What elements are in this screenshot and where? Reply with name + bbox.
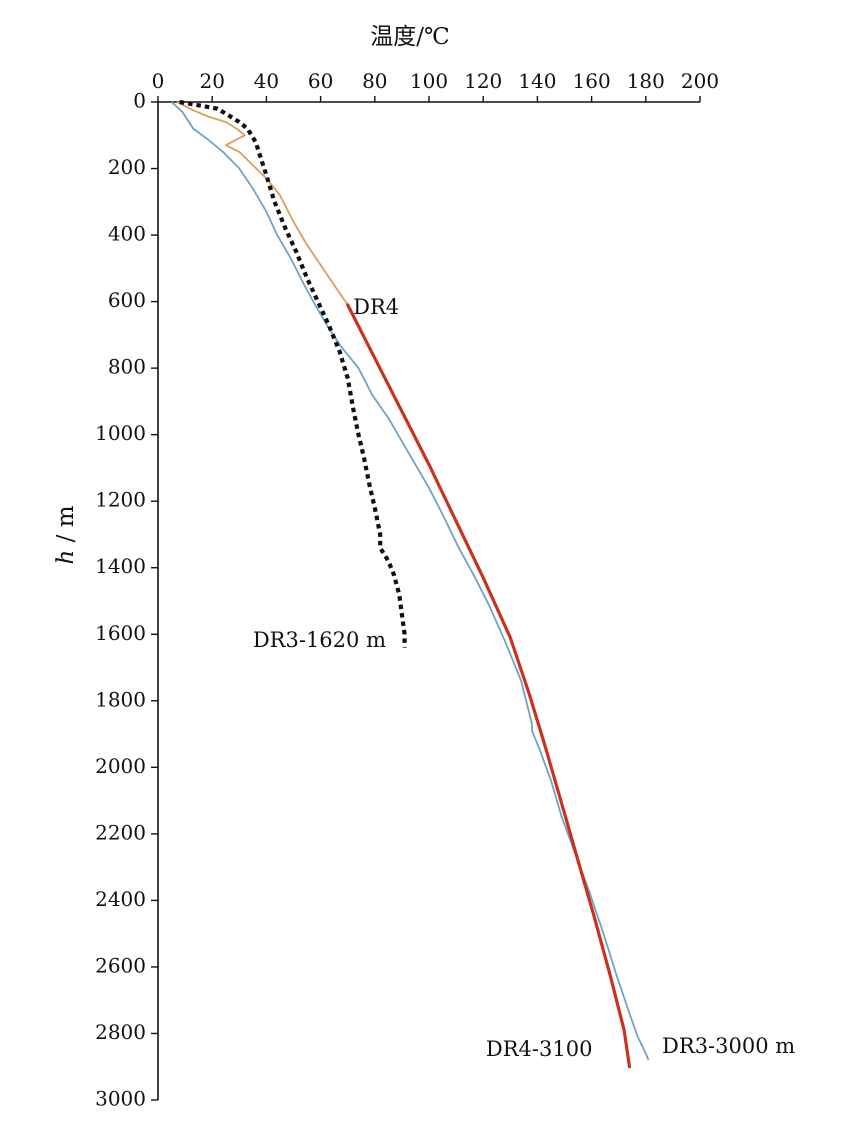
y-tick-label-2000: 2000	[95, 754, 146, 778]
y-tick-label-1200: 1200	[95, 488, 146, 512]
y-tick-label-1000: 1000	[95, 421, 146, 445]
x-tick-label-120: 120	[464, 69, 502, 93]
y-axis-title-symbol: h	[53, 550, 79, 565]
y-tick-label-0: 0	[133, 89, 146, 113]
x-tick-label-200: 200	[681, 69, 719, 93]
x-tick-label-180: 180	[627, 69, 665, 93]
series-layer	[170, 99, 650, 1069]
series-line-dr3-3000	[170, 101, 650, 1061]
y-tick-label-600: 600	[108, 288, 146, 312]
y-tick-label-2600: 2600	[95, 953, 146, 977]
y-tick-label-2200: 2200	[95, 820, 146, 844]
x-tick-label-0: 0	[152, 69, 165, 93]
y-axis-title: h / m	[53, 505, 79, 564]
y-tick-label-400: 400	[108, 222, 146, 246]
annotations: DR4 DR3-1620 m DR4-3100 DR3-3000 m	[253, 295, 795, 1061]
series-line-dr3-1620	[179, 99, 407, 648]
annotation-dr4-3100: DR4-3100	[486, 1037, 593, 1061]
y-tick-label-1400: 1400	[95, 554, 146, 578]
y-tick-label-2400: 2400	[95, 887, 146, 911]
x-tick-label-60: 60	[308, 69, 333, 93]
y-tick-label-1800: 1800	[95, 687, 146, 711]
x-axis-ticks: 0 20 40 60 80 100 120 140 160 180 200	[152, 69, 719, 102]
y-tick-label-200: 200	[108, 155, 146, 179]
x-tick-label-140: 140	[518, 69, 556, 93]
x-axis-title: 温度/℃	[370, 24, 449, 50]
x-tick-label-80: 80	[362, 69, 387, 93]
y-tick-label-800: 800	[108, 355, 146, 379]
x-tick-label-160: 160	[573, 69, 611, 93]
y-axis-title-unit: / m	[53, 505, 79, 542]
y-axis-ticks: 0 200 400 600 800 1000 1200 1400 1600 1800 2000 220…	[95, 89, 158, 1111]
annotation-dr3-3000: DR3-3000 m	[662, 1034, 795, 1058]
y-tick-label-1600: 1600	[95, 621, 146, 645]
x-tick-label-100: 100	[410, 69, 448, 93]
series-line-dr4-3100	[346, 303, 632, 1069]
annotation-dr3-1620: DR3-1620 m	[253, 628, 386, 652]
y-tick-label-3000: 3000	[95, 1087, 146, 1111]
y-tick-label-2800: 2800	[95, 1020, 146, 1044]
x-tick-label-40: 40	[254, 69, 279, 93]
series-line-dr4-upper	[176, 101, 349, 306]
annotation-dr4: DR4	[353, 295, 399, 319]
x-tick-label-20: 20	[199, 69, 224, 93]
